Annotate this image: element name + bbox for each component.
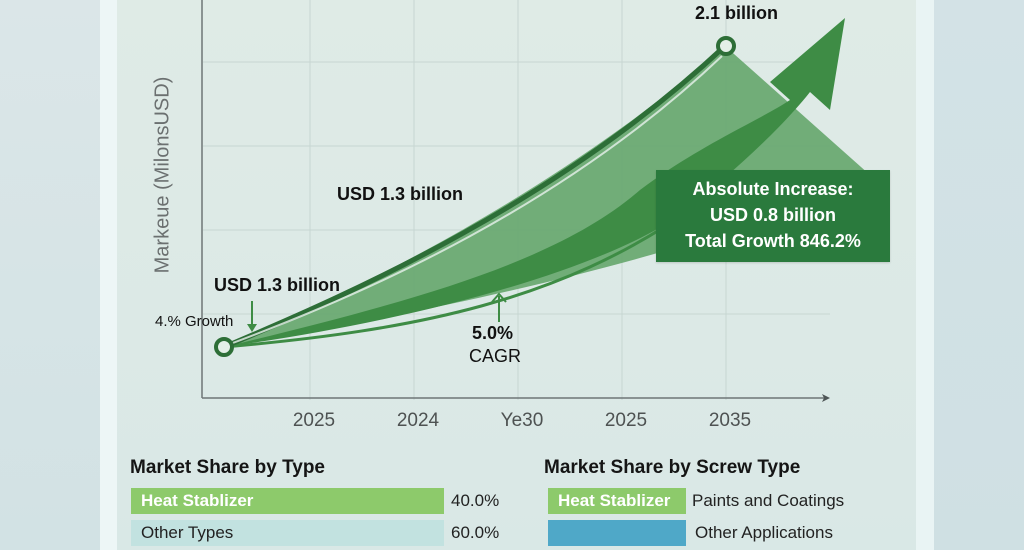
market-share-screw-title: Market Share by Screw Type: [544, 457, 801, 478]
x-tick-4: 2025: [604, 410, 648, 431]
callout-line-3: Total Growth 846.2%: [685, 231, 861, 251]
end-value-label: 2.1 billion: [695, 3, 779, 23]
market-share-type-title: Market Share by Type: [130, 457, 326, 478]
screw-label-paints-coatings: Paints and Coatings: [692, 491, 845, 510]
type-bar-heat-stabilizer: Heat Stablizer: [131, 488, 444, 514]
type-value-heat-stabilizer: 40.0%: [451, 491, 500, 510]
callout-line-1: Absolute Increase:: [692, 179, 854, 199]
x-tick-3: Ye30: [500, 410, 544, 431]
lower-curve: [223, 208, 691, 349]
x-tick-1: 2025: [292, 410, 336, 431]
x-axis-arrowhead-icon: [822, 394, 830, 402]
screw-swatch-other-applications: [548, 520, 686, 546]
screw-label-other-applications: Other Applications: [695, 523, 833, 542]
cagr-label: CAGR: [469, 346, 522, 366]
type-value-other-types: 60.0%: [451, 523, 500, 542]
type-bar-other-types: Other Types: [131, 520, 444, 546]
callout-line-2: USD 0.8 billion: [709, 205, 837, 225]
cagr-value: 5.0%: [472, 323, 514, 343]
y-axis-label: Markeue (MilonsUSD): [151, 76, 174, 274]
down-arrow-icon: [247, 324, 257, 332]
x-tick-5: 2035: [708, 410, 752, 431]
panel-border-left: [100, 0, 117, 550]
end-point-marker: [716, 36, 736, 56]
start-value-label: USD 1.3 billion: [214, 275, 341, 295]
x-tick-2: 2024: [396, 410, 440, 431]
start-point-marker: [214, 337, 234, 357]
up-arrow-icon: [491, 292, 507, 303]
panel-border-right: [916, 0, 934, 550]
screw-swatch-heat-stabilizer: Heat Stablizer: [548, 488, 686, 514]
market-line: [223, 44, 727, 350]
mid-value-label: USD 1.3 billion: [337, 184, 464, 204]
growth-label: 4.% Growth: [155, 313, 234, 330]
background-left: [0, 0, 100, 550]
absolute-increase-callout: Absolute Increase: USD 0.8 billion Total…: [656, 170, 890, 262]
background-right: [934, 0, 1024, 550]
